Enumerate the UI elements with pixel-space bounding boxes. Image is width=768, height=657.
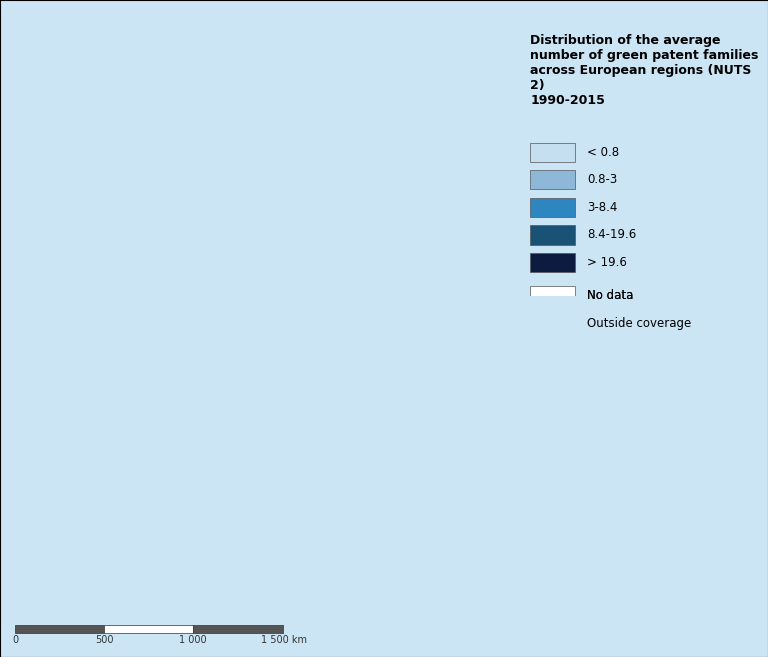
Text: 1 500 km: 1 500 km <box>261 635 307 645</box>
Bar <box>104 625 193 633</box>
FancyBboxPatch shape <box>531 170 574 189</box>
Text: 500: 500 <box>94 635 114 645</box>
Text: 1 000: 1 000 <box>179 635 207 645</box>
FancyBboxPatch shape <box>531 198 574 217</box>
Bar <box>193 625 284 633</box>
Text: > 19.6: > 19.6 <box>587 256 627 269</box>
Text: Outside coverage: Outside coverage <box>587 317 691 330</box>
Text: < 0.8: < 0.8 <box>587 146 619 158</box>
Text: 3-8.4: 3-8.4 <box>587 201 617 214</box>
Text: 0.8-3: 0.8-3 <box>587 173 617 186</box>
Text: No data: No data <box>587 289 634 302</box>
Text: Distribution of the average
number of green patent families
across European regi: Distribution of the average number of gr… <box>531 34 759 106</box>
Text: 0: 0 <box>12 635 18 645</box>
FancyBboxPatch shape <box>531 143 574 162</box>
Text: 8.4-19.6: 8.4-19.6 <box>587 229 636 241</box>
FancyBboxPatch shape <box>531 286 574 306</box>
Text: No data: No data <box>587 289 634 302</box>
FancyBboxPatch shape <box>531 225 574 244</box>
FancyBboxPatch shape <box>531 253 574 272</box>
FancyBboxPatch shape <box>531 313 574 333</box>
Bar <box>15 625 104 633</box>
